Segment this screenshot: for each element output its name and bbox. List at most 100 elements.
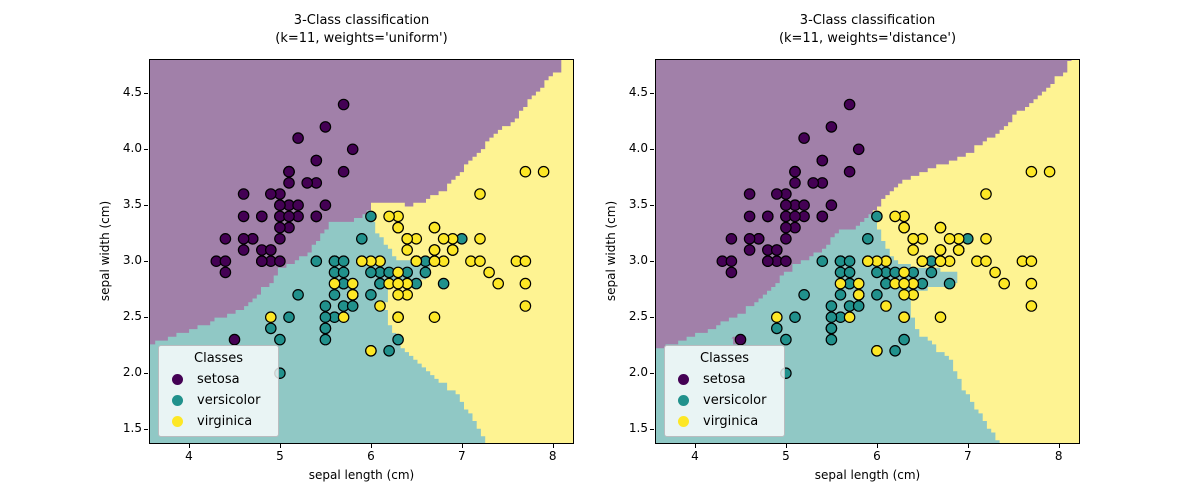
data-point-versicolor (789, 311, 801, 324)
y-axis-label: sepal width (cm) (98, 200, 112, 302)
data-point-virginica (428, 255, 441, 267)
legend-entry-versicolor: versicolor (665, 390, 784, 411)
data-point-versicolor (337, 266, 350, 279)
data-point-virginica (392, 289, 404, 301)
y-tick-label: 2.5 (122, 309, 142, 324)
data-point-setosa (219, 266, 232, 279)
data-point-virginica (474, 255, 486, 267)
data-point-virginica (843, 311, 856, 324)
legend-marker-versicolor (678, 395, 689, 406)
data-point-virginica (392, 311, 404, 324)
plot-title-uniform-line2: (k=11, weights='uniform') (275, 31, 448, 46)
data-point-virginica (898, 289, 910, 301)
data-point-setosa (283, 210, 295, 223)
legend-marker-setosa (678, 374, 689, 385)
legend-box: Classes setosa versicolor virginica (664, 345, 785, 437)
data-point-virginica (980, 233, 992, 245)
data-point-virginica (934, 255, 947, 267)
data-point-setosa (780, 199, 792, 211)
legend-label-setosa: setosa (197, 372, 240, 387)
data-point-virginica (337, 311, 350, 324)
data-point-setosa (789, 165, 801, 178)
legend-marker-setosa (172, 374, 183, 385)
data-point-versicolor (310, 255, 323, 267)
x-tick-mark (876, 444, 878, 448)
data-point-versicolor (843, 266, 856, 279)
y-axis-label: sepal width (cm) (604, 200, 618, 302)
data-point-virginica (392, 277, 404, 290)
x-tick-label: 7 (963, 449, 972, 463)
y-tick-label: 1.5 (122, 421, 142, 436)
y-tick-label: 3.0 (122, 253, 142, 268)
data-point-versicolor (852, 300, 865, 312)
data-point-versicolor (283, 311, 295, 324)
data-point-virginica (907, 244, 920, 256)
y-tick-mark (144, 373, 148, 375)
y-tick-label: 1.5 (628, 421, 648, 436)
data-point-virginica (492, 277, 504, 290)
data-point-versicolor (871, 210, 883, 223)
data-point-virginica (383, 210, 395, 223)
data-point-versicolor (889, 344, 901, 357)
legend-title: Classes (194, 351, 243, 366)
data-point-setosa (310, 154, 323, 167)
data-point-versicolor (346, 300, 359, 312)
data-point-setosa (762, 255, 774, 267)
legend-marker-virginica (172, 416, 183, 427)
data-point-virginica (428, 311, 441, 324)
y-tick-mark (144, 261, 148, 263)
y-tick-label: 4.0 (122, 141, 142, 156)
legend-box: Classes setosa versicolor virginica (158, 345, 279, 437)
data-point-virginica (437, 233, 450, 245)
data-point-virginica (519, 300, 532, 312)
data-point-versicolor (319, 322, 332, 335)
plot-title-uniform-line1: 3-Class classification (293, 13, 430, 28)
region-setosa (656, 60, 1072, 349)
data-point-versicolor (319, 311, 332, 324)
axes-distance-plot: Classes setosa versicolor virginica (655, 59, 1080, 444)
data-point-setosa (743, 188, 756, 200)
data-point-virginica (519, 255, 532, 267)
y-tick-label: 2.0 (122, 365, 142, 380)
data-point-setosa (292, 132, 304, 144)
data-point-virginica (474, 233, 486, 245)
y-tick-mark (144, 205, 148, 207)
x-tick-label: 5 (782, 449, 790, 463)
data-point-virginica (537, 165, 550, 178)
data-point-virginica (989, 266, 1001, 279)
data-point-versicolor (825, 322, 838, 335)
data-point-setosa (843, 165, 856, 178)
data-point-virginica (1025, 255, 1038, 267)
y-tick-label: 3.0 (628, 253, 648, 268)
x-tick-label: 8 (1054, 449, 1063, 463)
data-point-versicolor (383, 344, 395, 357)
data-point-setosa (780, 221, 792, 234)
x-tick-mark (967, 444, 969, 448)
data-point-versicolor (337, 255, 350, 267)
data-point-virginica (483, 266, 495, 279)
data-point-setosa (337, 98, 350, 111)
data-point-versicolor (925, 266, 938, 279)
legend-entry-versicolor: versicolor (159, 390, 278, 411)
data-point-virginica (474, 188, 486, 200)
y-tick-mark (650, 261, 654, 263)
y-tick-label: 4.5 (628, 85, 648, 100)
data-point-virginica (328, 277, 341, 290)
x-tick-label: 4 (185, 449, 193, 463)
data-point-versicolor (871, 289, 883, 301)
x-tick-mark (279, 444, 281, 448)
data-point-setosa (743, 210, 756, 223)
data-point-virginica (998, 277, 1010, 290)
data-point-versicolor (319, 333, 332, 346)
data-point-versicolor (816, 255, 829, 267)
data-point-versicolor (356, 233, 368, 245)
data-point-virginica (943, 233, 956, 245)
data-point-virginica (916, 255, 929, 267)
legend-label-virginica: virginica (703, 414, 759, 429)
data-point-setosa (237, 210, 250, 223)
data-point-virginica (519, 277, 532, 290)
data-point-versicolor (319, 300, 332, 312)
data-point-setosa (734, 333, 747, 346)
data-point-virginica (1043, 165, 1056, 178)
data-point-versicolor (843, 255, 856, 267)
